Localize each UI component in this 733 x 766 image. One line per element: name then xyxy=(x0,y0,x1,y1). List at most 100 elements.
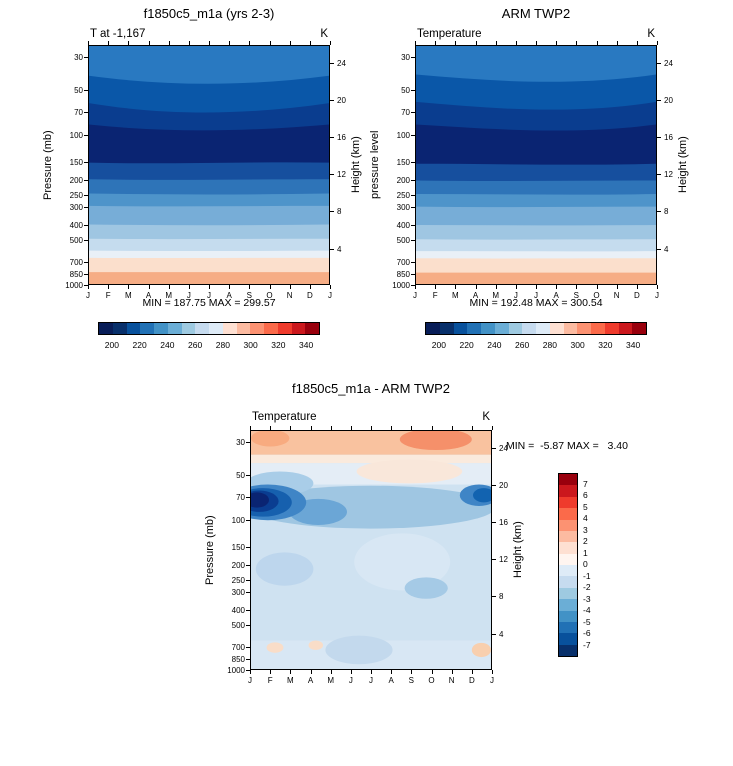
tick-mark xyxy=(475,41,477,45)
tick-mark xyxy=(616,285,618,289)
tick-mark xyxy=(330,62,334,64)
tick-mark xyxy=(411,90,415,92)
height-tick-label: 12 xyxy=(499,555,508,565)
colorbar-segment xyxy=(439,323,454,334)
colorbar-tick-label: 0 xyxy=(583,559,588,569)
tick-mark xyxy=(289,285,291,289)
pressure-tick-label: 250 xyxy=(396,190,410,200)
month-tick-label: J xyxy=(413,291,417,300)
tick-mark xyxy=(246,441,250,443)
tick-mark xyxy=(371,426,372,430)
pressure-tick-label: 400 xyxy=(69,221,83,231)
tick-mark xyxy=(657,99,661,101)
colorbar-segment xyxy=(559,508,577,520)
pressure-tick-label: 200 xyxy=(69,176,83,186)
colorbar-tick-label: 200 xyxy=(104,340,119,350)
colorbar-segment xyxy=(154,323,168,334)
tick-mark xyxy=(310,670,312,674)
tick-mark xyxy=(616,41,618,45)
contour-plot-obs xyxy=(415,45,657,285)
month-tick-label: A xyxy=(553,291,559,300)
tick-mark xyxy=(249,41,251,45)
month-tick-label: A xyxy=(472,291,479,300)
units-label: K xyxy=(320,28,328,40)
tick-mark xyxy=(350,426,352,430)
colorbar-tick-label: 6 xyxy=(583,490,588,500)
tick-mark xyxy=(492,447,496,449)
height-tick-label: 24 xyxy=(499,443,508,453)
tick-mark xyxy=(84,56,88,58)
colorbar-segment xyxy=(559,553,577,565)
tick-mark xyxy=(330,41,331,45)
tick-mark xyxy=(471,426,473,430)
month-tick-label: J xyxy=(513,291,518,300)
tick-mark xyxy=(492,484,496,486)
pressure-tick-label: 100 xyxy=(231,516,245,526)
pressure-tick-label: 70 xyxy=(74,107,83,117)
tick-mark xyxy=(246,646,250,648)
colorbar-tick-label: -3 xyxy=(583,593,591,604)
tick-mark xyxy=(435,285,437,289)
pressure-tick-label: 300 xyxy=(69,202,83,212)
tick-mark xyxy=(330,99,334,101)
tick-mark xyxy=(391,426,393,430)
colorbar-segment xyxy=(140,323,154,334)
pressure-tick-label: 150 xyxy=(69,157,83,167)
pressure-tick-label: 400 xyxy=(231,606,245,616)
tick-mark xyxy=(492,670,493,674)
tick-mark xyxy=(431,426,433,430)
colorbar-segment xyxy=(549,323,564,334)
tick-mark xyxy=(411,111,415,113)
height-tick-label: 8 xyxy=(664,207,669,217)
pressure-tick-label: 400 xyxy=(396,221,410,231)
month-tick-label: A xyxy=(307,676,314,685)
tick-mark xyxy=(431,670,433,674)
variable-label: Temperature xyxy=(417,28,482,40)
height-tick-label: 20 xyxy=(499,480,508,490)
tick-mark xyxy=(84,90,88,92)
month-tick-label: D xyxy=(633,291,640,300)
colorbar-segment xyxy=(559,644,577,656)
tick-mark xyxy=(330,174,334,176)
diff-field-shape xyxy=(266,642,284,653)
tick-mark xyxy=(657,211,661,213)
diff-field-shape xyxy=(356,459,463,484)
colorbar-segment xyxy=(559,496,577,509)
height-tick-label: 20 xyxy=(664,95,673,105)
tick-mark xyxy=(84,261,88,263)
tick-mark xyxy=(492,596,496,598)
colorbar-obs xyxy=(425,322,647,335)
colorbar-tick-label: 5 xyxy=(583,501,588,512)
colorbar-tick-label: -5 xyxy=(583,616,591,627)
height-tick-label: 16 xyxy=(664,133,673,143)
tick-mark xyxy=(188,41,190,45)
colorbar-segment xyxy=(209,323,223,334)
colorbar-tick-label: -1 xyxy=(583,570,591,581)
pressure-tick-label: 500 xyxy=(396,235,410,245)
colorbar-tick-label: 260 xyxy=(188,340,203,350)
month-tick-label: N xyxy=(286,291,293,300)
diff-field-shape xyxy=(404,577,448,599)
colorbar-tick-label: -7 xyxy=(583,639,591,650)
colorbar-segment xyxy=(632,323,646,334)
tick-mark xyxy=(411,161,415,163)
diff-field-shape xyxy=(251,492,269,508)
pressure-tick-label: 150 xyxy=(231,542,245,552)
tick-mark xyxy=(250,670,251,674)
tick-mark xyxy=(596,285,598,289)
minmax-stat: MIN = -5.87 MAX = 3.40 xyxy=(506,440,628,452)
month-tick-label: A xyxy=(388,676,394,685)
month-tick-label: J xyxy=(86,291,90,300)
tick-mark xyxy=(330,248,334,250)
month-tick-label: J xyxy=(490,676,494,685)
pressure-tick-label: 1000 xyxy=(227,666,245,675)
tick-mark xyxy=(249,285,251,289)
month-tick-label: M xyxy=(327,676,334,685)
month-tick-label: N xyxy=(448,676,455,685)
tick-mark xyxy=(657,174,661,176)
month-tick-label: J xyxy=(248,676,252,685)
month-tick-label: A xyxy=(226,291,232,300)
tick-mark xyxy=(209,41,210,45)
pressure-tick-label: 250 xyxy=(231,575,245,585)
